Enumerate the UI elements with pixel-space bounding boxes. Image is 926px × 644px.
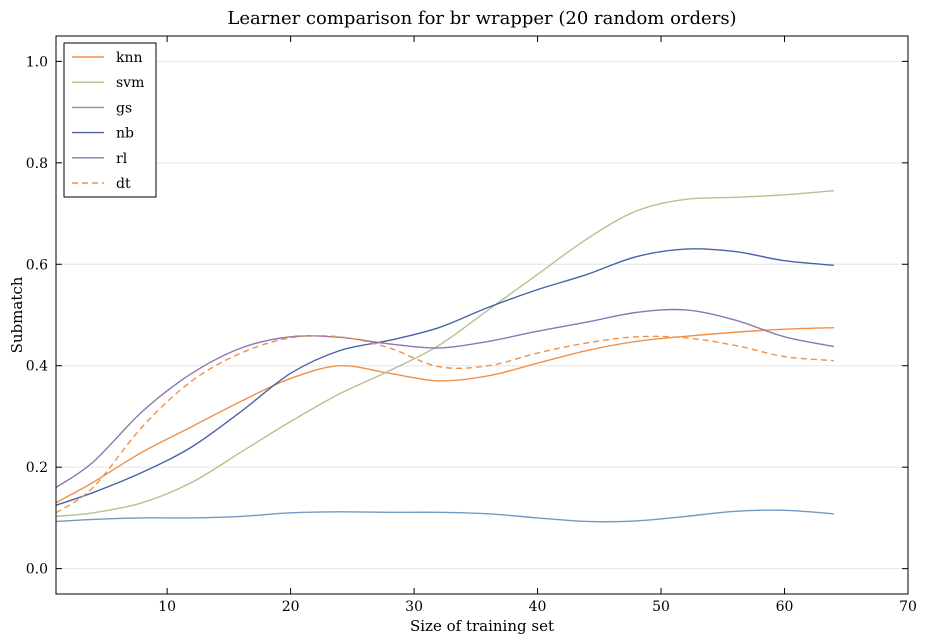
y-tick-label: 1.0 bbox=[26, 54, 48, 70]
x-tick-label: 20 bbox=[282, 599, 300, 615]
series-line-knn bbox=[55, 326, 834, 504]
series-line-svm bbox=[55, 190, 834, 518]
legend-label-gs: gs bbox=[116, 100, 132, 116]
x-tick-label: 50 bbox=[652, 599, 670, 615]
plot-frame bbox=[55, 35, 909, 595]
legend-label-nb: nb bbox=[116, 126, 134, 142]
x-axis-title: Size of training set bbox=[410, 617, 554, 635]
x-tick-label: 40 bbox=[529, 599, 547, 615]
legend-label-rl: rl bbox=[116, 151, 128, 167]
x-tick-label: 70 bbox=[899, 599, 917, 615]
x-tick-label: 10 bbox=[158, 599, 176, 615]
y-axis-title: Submatch bbox=[8, 276, 26, 353]
series-lines bbox=[55, 190, 835, 523]
x-tick-label: 60 bbox=[776, 599, 794, 615]
legend-label-svm: svm bbox=[116, 75, 144, 91]
series-line-gs bbox=[55, 509, 834, 523]
legend-label-dt: dt bbox=[116, 176, 131, 192]
x-tick-label: 30 bbox=[405, 599, 423, 615]
y-tick-label: 0.6 bbox=[26, 257, 48, 273]
legend-label-knn: knn bbox=[116, 50, 143, 66]
axis-ticks: 0.0 0.2 0.4 0.6 0.8 1.0 10 20 30 40 50 60 70 bbox=[26, 36, 917, 615]
legend-items: knn svm gs nb rl dt bbox=[72, 50, 144, 192]
series-line-nb bbox=[55, 248, 834, 506]
series-line-rl bbox=[55, 308, 835, 489]
legend: knn svm gs nb rl dt bbox=[63, 42, 157, 198]
y-tick-label: 0.0 bbox=[26, 562, 48, 578]
legend-box bbox=[63, 42, 157, 198]
y-tick-label: 0.4 bbox=[26, 359, 48, 375]
y-tick-label: 0.8 bbox=[26, 156, 48, 172]
grid-lines bbox=[56, 60, 908, 570]
series-line-dt bbox=[55, 334, 834, 514]
y-tick-label: 0.2 bbox=[26, 460, 48, 476]
chart-title: Learner comparison for br wrapper (20 ra… bbox=[227, 8, 736, 29]
